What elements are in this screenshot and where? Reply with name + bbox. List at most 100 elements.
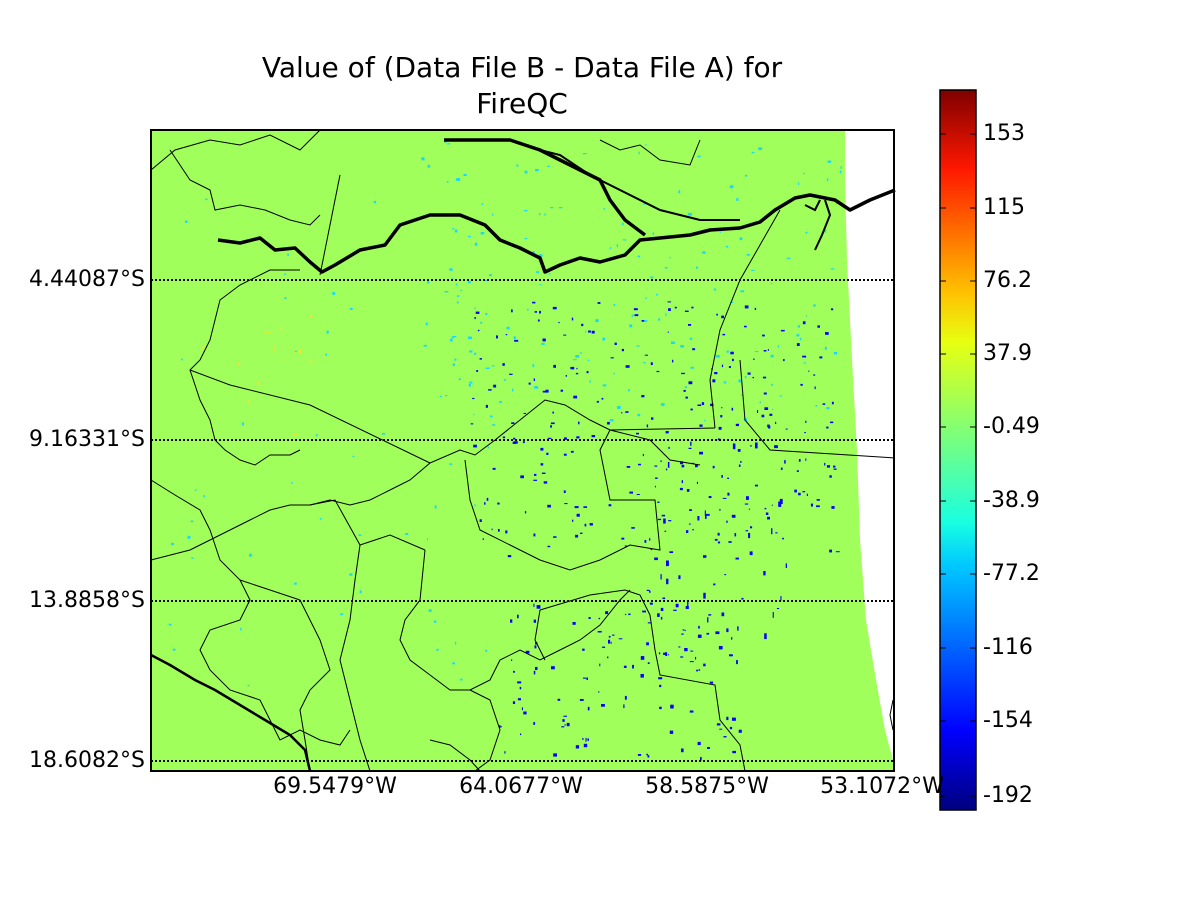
anomaly-pixel [511,659,513,661]
anomaly-pixel [704,419,706,422]
anomaly-pixel [735,557,739,560]
anomaly-pixel [585,330,587,333]
anomaly-pixel [636,432,639,435]
anomaly-pixel [637,413,641,417]
anomaly-pixel [242,422,244,426]
anomaly-pixel [534,473,537,476]
anomaly-pixel [439,395,442,398]
colorbar-label-10: -192 [983,783,1033,808]
anomaly-pixel [731,407,734,411]
anomaly-pixel [532,364,535,367]
anomaly-pixel [293,434,297,436]
anomaly-pixel [373,200,377,204]
anomaly-pixel [833,468,837,470]
anomaly-pixel [452,228,455,230]
anomaly-pixel [552,411,554,414]
anomaly-pixel [591,435,596,438]
anomaly-pixels-negative [470,301,840,761]
anomaly-pixel [724,574,727,576]
anomaly-pixel [721,315,724,319]
anomaly-pixel [455,641,457,645]
anomaly-pixel [582,648,585,651]
anomaly-pixel [663,652,666,655]
anomaly-pixel [699,451,703,455]
anomaly-pixel [291,482,294,484]
anomaly-pixel [667,462,670,468]
anomaly-pixel [688,447,692,449]
anomaly-pixel [284,273,286,275]
anomaly-pixel [547,437,552,439]
anomaly-pixel [726,628,729,633]
anomaly-pixel [460,678,463,681]
lat-label-3: 13.8858°S [29,588,145,613]
anomaly-pixel [571,317,574,321]
anomaly-pixel [524,238,528,240]
anomaly-pixel [839,170,842,174]
anomaly-pixel [589,380,591,383]
colorbar-label-4: 37.9 [983,341,1032,366]
anomaly-pixel [574,506,579,509]
anomaly-pixel [723,736,727,738]
anomaly-pixel [202,346,205,351]
anomaly-pixel [716,723,721,726]
anomaly-pixel [655,477,658,479]
anomaly-pixel [721,364,724,368]
anomaly-pixel [310,360,312,364]
anomaly-pixel [533,479,537,481]
anomaly-pixel [726,350,729,353]
anomaly-pixel [190,520,194,522]
anomaly-pixel [748,508,751,510]
anomaly-pixel [678,646,681,648]
map-title: Value of (Data File B - Data File A) for… [150,50,894,122]
anomaly-pixel [705,514,707,519]
anomaly-pixel [473,444,477,448]
anomaly-pixel [358,534,362,536]
anomaly-pixel [613,303,616,306]
anomaly-pixel [332,292,336,295]
anomaly-pixel [481,203,484,205]
anomaly-pixel [608,635,611,638]
anomaly-pixel [584,523,587,527]
data-field [151,130,893,771]
anomaly-pixel [810,503,813,507]
anomaly-pixel [564,503,568,505]
anomaly-pixel [717,541,721,544]
anomaly-pixel [535,169,539,172]
anomaly-pixel [523,412,526,414]
anomaly-pixel [468,383,471,387]
anomaly-pixel [666,560,669,567]
anomaly-pixel [562,719,565,722]
anomaly-pixel [550,425,552,428]
anomaly-pixel [785,428,788,430]
anomaly-pixel [482,538,484,540]
anomaly-pixel [492,424,496,426]
anomaly-pixel [557,698,561,701]
anomaly-pixel [824,462,826,466]
anomaly-pixel [831,308,834,311]
anomaly-pixel [645,143,647,146]
lon-label-2: 64.0677°W [459,774,583,799]
anomaly-pixel [236,462,240,464]
anomaly-pixel [533,619,536,623]
anomaly-pixel [689,509,692,511]
anomaly-pixel [681,372,685,375]
anomaly-pixel [570,366,575,370]
anomaly-pixel [690,366,694,369]
anomaly-pixel [751,151,755,154]
anomaly-pixel [813,304,816,307]
anomaly-pixel [640,656,645,660]
anomaly-pixel [662,597,666,600]
anomaly-pixel [696,266,699,269]
anomaly-pixel [628,613,631,616]
anomaly-pixel [729,185,734,189]
anomaly-pixel [729,726,733,730]
anomaly-pixel [830,421,834,424]
anomaly-pixel [803,362,806,364]
anomaly-pixel [649,538,651,541]
anomaly-pixel [582,153,587,155]
anomaly-pixel [456,178,461,181]
anomaly-pixel [602,384,607,387]
anomaly-pixel [607,656,609,659]
anomaly-pixel [563,334,567,336]
anomaly-pixel [835,551,840,553]
